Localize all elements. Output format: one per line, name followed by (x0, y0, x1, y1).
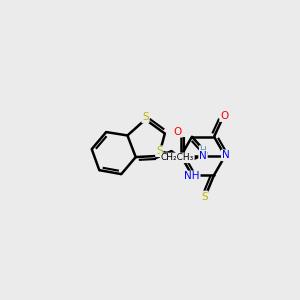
Text: S: S (201, 191, 208, 202)
Text: O: O (220, 111, 229, 121)
Text: N: N (222, 150, 230, 160)
Text: S: S (142, 112, 149, 122)
Text: CH₂CH₃: CH₂CH₃ (161, 153, 194, 162)
Text: H: H (200, 146, 206, 155)
Text: O: O (174, 127, 182, 137)
Text: S: S (156, 146, 163, 156)
Text: NH: NH (184, 172, 200, 182)
Text: N: N (199, 151, 207, 161)
